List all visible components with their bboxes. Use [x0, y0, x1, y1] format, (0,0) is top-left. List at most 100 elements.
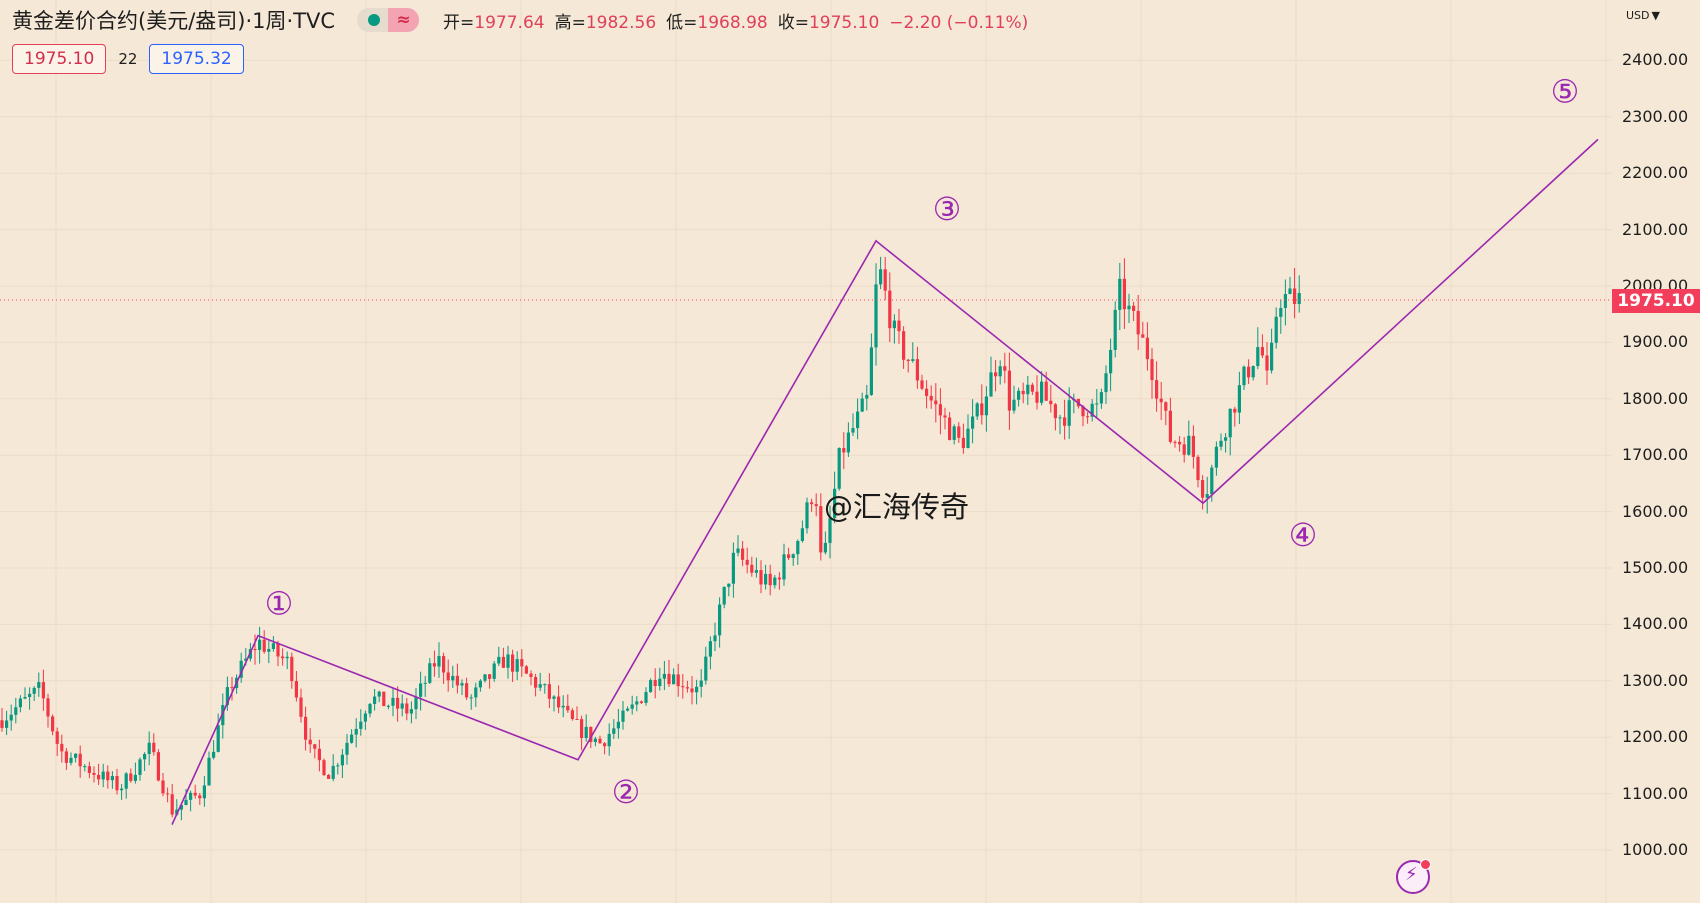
candle-body	[0, 720, 4, 728]
close-value: 1975.10	[808, 12, 880, 33]
candle-body	[925, 388, 929, 396]
candle-body	[800, 528, 804, 541]
candle-body	[1168, 410, 1172, 442]
candle-body	[1090, 403, 1094, 417]
candle-body	[276, 643, 280, 657]
candle-body	[662, 673, 666, 679]
candle-body	[1136, 310, 1140, 335]
candle-body	[722, 586, 726, 605]
candle-body	[511, 654, 515, 672]
candle-body	[110, 775, 114, 781]
candle-body	[1164, 402, 1168, 411]
candle-body	[9, 714, 13, 721]
candle-body	[764, 573, 768, 585]
price-tick-label: 1300.00	[1622, 670, 1689, 690]
candle-body	[414, 696, 418, 710]
candle-body	[685, 687, 689, 689]
candle-body	[915, 359, 919, 381]
price-tick-label: 2100.00	[1622, 219, 1689, 239]
candle-body	[1242, 366, 1246, 386]
candle-body	[221, 705, 225, 726]
candle-body	[152, 742, 156, 753]
candle-body	[920, 380, 924, 389]
high-value: 1982.56	[585, 12, 657, 33]
candle-body	[1224, 437, 1228, 441]
candle-body	[1233, 408, 1237, 413]
price-tick-label: 1000.00	[1622, 840, 1689, 859]
open-value: 1977.64	[474, 12, 545, 33]
candle-body	[603, 743, 607, 747]
candle-body	[598, 738, 602, 744]
candle-body	[244, 658, 248, 661]
candle-body	[23, 696, 27, 699]
candle-body	[400, 703, 404, 709]
candle-body	[133, 774, 137, 781]
candle-body	[589, 726, 593, 743]
candle-body	[653, 680, 657, 686]
high-label: 高=	[554, 12, 586, 33]
candle-body	[713, 635, 717, 642]
change-value: −2.20 (−0.11%)	[889, 12, 1029, 33]
candle-body	[1132, 305, 1136, 311]
symbol-title[interactable]: 黄金差价合约(美元/盎司)·1周·TVC	[12, 9, 336, 33]
candle-body	[966, 428, 970, 449]
candle-body	[474, 687, 478, 698]
candle-body	[736, 548, 740, 553]
candle-body	[906, 359, 910, 361]
candle-body	[184, 799, 188, 806]
candle-body	[368, 703, 372, 714]
candle-body	[501, 656, 505, 668]
chart-grid	[0, 0, 1612, 903]
candle-body	[469, 697, 473, 699]
candle-body	[846, 432, 850, 453]
candle-body	[695, 686, 699, 693]
candle-body	[1279, 307, 1283, 317]
header-legend: 黄金差价合约(美元/盎司)·1周·TVC ≈ 开=1977.64 高=1982.5…	[12, 6, 1028, 34]
candle-body	[1099, 392, 1103, 404]
candle-body	[741, 548, 745, 560]
candle-body	[879, 269, 883, 285]
price-tick-label: 1700.00	[1622, 445, 1689, 465]
candle-body	[97, 774, 101, 780]
candle-body	[60, 743, 64, 752]
candle-body	[285, 656, 289, 659]
quick-action-button[interactable]: ⚡	[1396, 859, 1431, 894]
candle-body	[313, 744, 317, 749]
sell-button[interactable]: 1975.10	[12, 44, 107, 74]
candle-body	[842, 448, 846, 453]
candle-body	[290, 656, 294, 682]
candle-body	[1228, 408, 1232, 438]
candle-body	[1122, 278, 1126, 310]
candle-body	[754, 570, 758, 573]
candle-body	[1178, 441, 1182, 445]
candle-body	[1026, 384, 1030, 395]
candle-body	[1127, 305, 1131, 310]
candle-body	[1049, 400, 1053, 405]
candle-body	[1113, 309, 1117, 350]
candle-body	[363, 713, 367, 722]
candle-body	[805, 502, 809, 529]
candle-body	[759, 570, 763, 585]
candle-body	[432, 663, 436, 667]
currency-selector[interactable]: USD ▼	[1624, 4, 1660, 23]
watermark-text: @汇海传奇	[824, 490, 970, 524]
candle-body	[359, 721, 363, 729]
candle-body	[704, 656, 708, 681]
candle-body	[281, 656, 285, 659]
candle-body	[524, 666, 528, 674]
market-status-toggle[interactable]: ≈	[357, 8, 420, 32]
buy-button[interactable]: 1975.32	[149, 44, 244, 74]
candle-body	[791, 554, 795, 558]
candle-body	[336, 765, 340, 767]
candle-body	[616, 721, 620, 729]
candle-body	[1118, 278, 1122, 310]
wave-label-1: ①	[265, 585, 294, 623]
candle-body	[529, 673, 533, 677]
candle-body	[1109, 349, 1113, 374]
candle-body	[55, 731, 59, 744]
candle-body	[262, 639, 266, 652]
candle-body	[994, 372, 998, 377]
notification-dot	[1420, 859, 1431, 870]
